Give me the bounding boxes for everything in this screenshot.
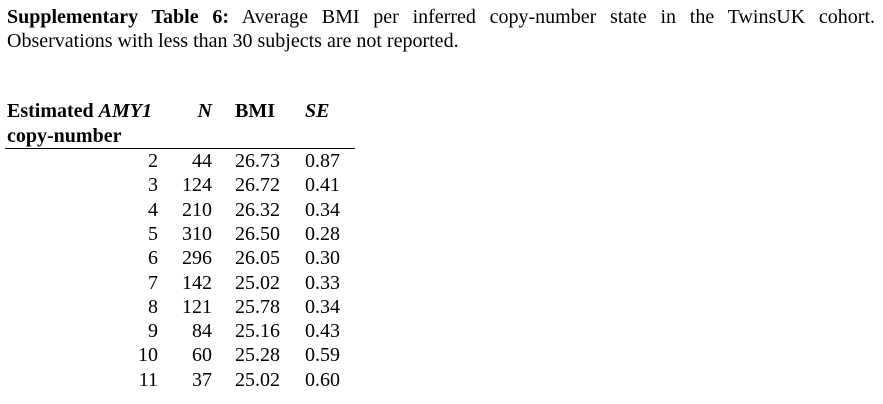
- table-cell: 25.02: [235, 368, 280, 391]
- table-cell: 6: [148, 247, 158, 270]
- table-cell: 3: [148, 174, 158, 197]
- table-cell: 0.41: [305, 174, 340, 197]
- table-cell: 0.87: [305, 150, 340, 172]
- table-cell: 26.72: [235, 174, 280, 197]
- caption-text: Average BMI per inferred copy-number sta…: [241, 6, 875, 28]
- header-cell: Estimated AMY1: [7, 99, 152, 123]
- header-cell: BMI: [235, 100, 275, 122]
- table-cell: 5: [148, 222, 158, 245]
- table-cell: 25.02: [235, 271, 280, 294]
- header-cell: N: [197, 100, 212, 122]
- caption-line: Observations with less than 30 subjects …: [7, 30, 459, 52]
- table-cell: 25.28: [235, 344, 280, 367]
- header-text: Estimated: [7, 100, 94, 122]
- table-cell: 60: [192, 344, 212, 367]
- table-cell: 0.43: [305, 320, 340, 343]
- table-cell: 25.78: [235, 295, 280, 318]
- table-cell: 0.30: [305, 247, 340, 270]
- table-cell: 26.73: [235, 150, 280, 172]
- table-cell: 2: [148, 150, 158, 172]
- table-cell: 37: [192, 368, 212, 391]
- table-cell: 7: [148, 271, 158, 294]
- table-cell: 25.16: [235, 320, 280, 343]
- table-cell: 10: [138, 344, 158, 367]
- table-cell: 8: [148, 295, 158, 318]
- header-gene: AMY1: [98, 100, 153, 122]
- table-cell: 0.34: [305, 295, 340, 318]
- table-cell: 26.50: [235, 222, 280, 245]
- table-cell: 44: [192, 150, 212, 172]
- table-cell: 0.33: [305, 271, 340, 294]
- table-cell: 0.60: [305, 368, 340, 391]
- caption-label: Supplementary Table 6:: [7, 6, 230, 28]
- table-cell: 0.28: [305, 222, 340, 245]
- table-cell: 296: [182, 247, 212, 270]
- table-cell: 26.32: [235, 198, 280, 221]
- header-rule: [5, 148, 355, 149]
- table-cell: 0.34: [305, 198, 340, 221]
- header-text: copy-number: [7, 125, 122, 147]
- table-cell: 9: [148, 320, 158, 343]
- table-cell: 84: [192, 320, 212, 343]
- table-cell: 310: [182, 222, 212, 245]
- table-cell: 142: [182, 271, 212, 294]
- table-cell: 0.59: [305, 344, 340, 367]
- table-cell: 11: [138, 368, 158, 391]
- table-cell: 26.05: [235, 247, 280, 270]
- table-cell: 121: [182, 295, 212, 318]
- table-cell: 210: [182, 198, 212, 221]
- table-cell: 124: [182, 174, 212, 197]
- header-cell: SE: [305, 100, 330, 122]
- table-cell: 4: [148, 198, 158, 221]
- caption-line: Supplementary Table 6: Average BMI per i…: [7, 5, 875, 29]
